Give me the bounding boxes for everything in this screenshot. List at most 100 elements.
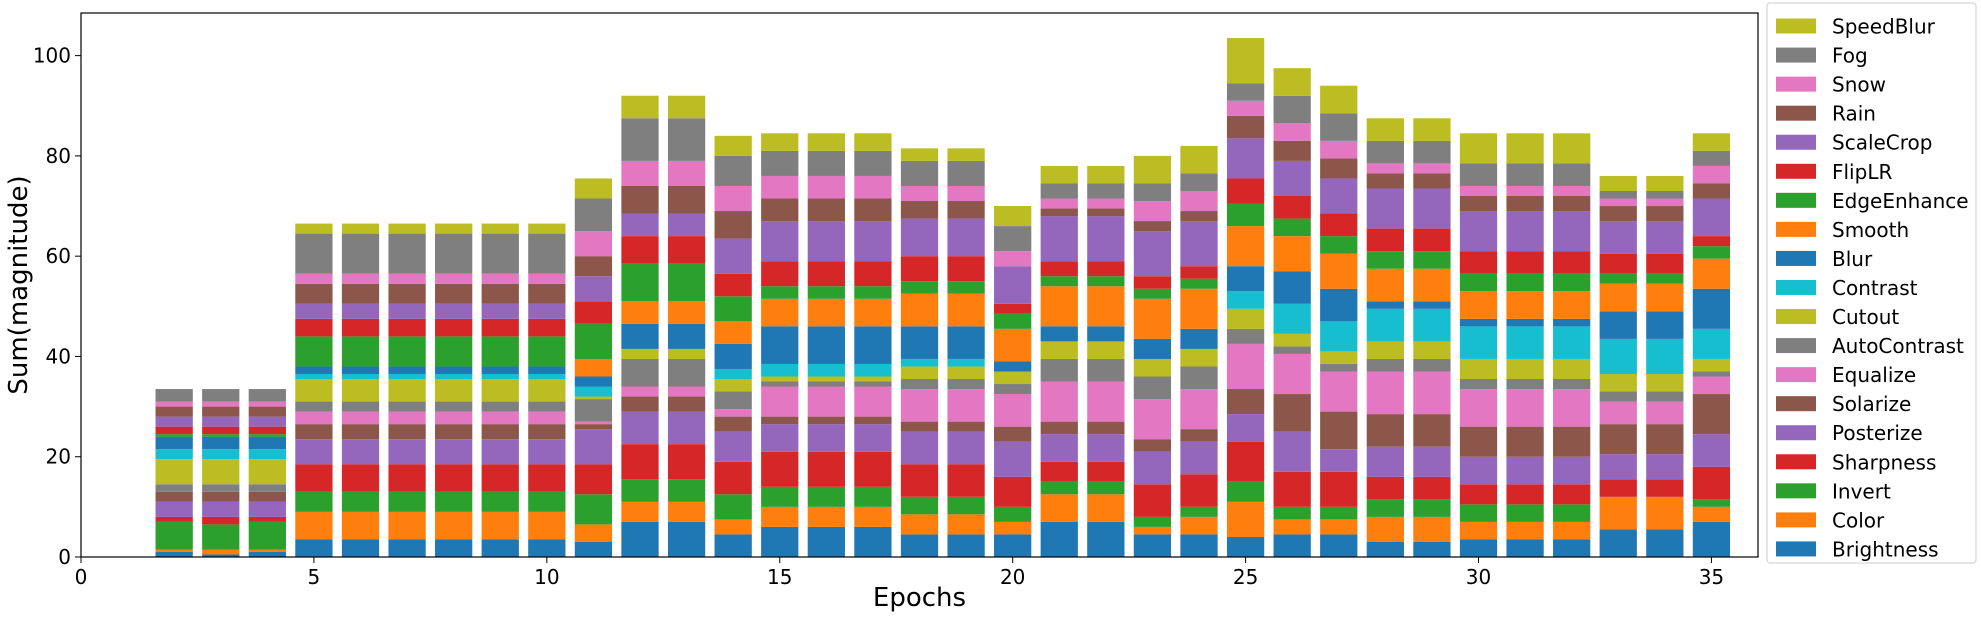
- bar-segment-fliplr-epoch-11: [574, 301, 613, 324]
- bar-segment-smooth-epoch-21: [1040, 286, 1078, 327]
- x-axis-ticks: 0 5 10 15 20 25 30 35: [75, 557, 1724, 589]
- bar-segment-fliplr-epoch-9: [481, 318, 519, 337]
- bar-segment-posterize-epoch-24: [1180, 441, 1218, 475]
- bar-segment-edgeenhance-epoch-27: [1320, 236, 1358, 254]
- bar-segment-sharpness-epoch-25: [1226, 441, 1265, 482]
- bar-segment-invert-epoch-29: [1413, 499, 1451, 517]
- bar-segment-cutout-epoch-16: [807, 376, 845, 382]
- bar-segment-color-epoch-5: [295, 511, 333, 540]
- bar-segment-color-epoch-31: [1506, 521, 1544, 540]
- bar-segment-edgeenhance-epoch-10: [528, 336, 566, 367]
- bar-segment-equalize-epoch-17: [854, 386, 892, 417]
- legend-box: [1766, 2, 1977, 564]
- bar-segment-scalecrop-epoch-22: [1087, 216, 1125, 262]
- bar-segment-smooth-epoch-23: [1133, 298, 1172, 339]
- bar-segment-edgeenhance-epoch-31: [1506, 273, 1544, 292]
- bar-segment-blur-epoch-14: [714, 343, 752, 369]
- bar-segment-fog-epoch-5: [295, 233, 333, 274]
- bar-segment-autocontrast-epoch-20: [994, 384, 1032, 395]
- bar-segment-rain-epoch-35: [1692, 183, 1731, 199]
- bar-segment-blur-epoch-17: [854, 326, 892, 364]
- bar-segment-blur-epoch-23: [1133, 338, 1172, 359]
- bar-segment-contrast-epoch-28: [1366, 308, 1404, 342]
- bar-segment-fog-epoch-18: [900, 160, 939, 186]
- bar-segment-contrast-epoch-4: [248, 449, 286, 460]
- bar-segment-contrast-epoch-14: [714, 368, 752, 380]
- bar-segment-blur-epoch-9: [481, 366, 519, 374]
- bar-segment-autocontrast-epoch-13: [667, 358, 706, 387]
- bar-segment-sharpness-epoch-31: [1506, 484, 1544, 505]
- bar-segment-color-epoch-3: [202, 549, 240, 555]
- bar-segment-posterize-epoch-25: [1226, 414, 1265, 442]
- bar-segment-smooth-epoch-32: [1553, 291, 1591, 319]
- bar-segment-color-epoch-30: [1459, 521, 1498, 540]
- bar-segment-invert-epoch-6: [341, 491, 380, 512]
- bar-segment-autocontrast-epoch-22: [1087, 358, 1125, 382]
- bar-segment-fog-epoch-22: [1087, 183, 1125, 199]
- bar-segment-color-epoch-8: [435, 511, 473, 540]
- y-tick-label: 0: [58, 545, 71, 569]
- bar-segment-brightness-epoch-23: [1133, 534, 1172, 557]
- bar-segment-invert-epoch-3: [202, 524, 240, 550]
- bar-segment-autocontrast-epoch-23: [1133, 376, 1172, 400]
- bar-segment-posterize-epoch-12: [621, 411, 659, 445]
- bar-segment-rain-epoch-29: [1413, 173, 1451, 189]
- bar-segment-cutout-epoch-22: [1087, 341, 1125, 359]
- legend-swatch-solarize: [1776, 396, 1816, 412]
- bar-segment-edgeenhance-epoch-6: [341, 336, 380, 367]
- bar-segment-smooth-epoch-31: [1506, 291, 1544, 319]
- bar-segment-solarize-epoch-11: [574, 424, 613, 430]
- bar-segment-fog-epoch-13: [667, 118, 706, 161]
- bar-segment-speedblur-epoch-30: [1459, 133, 1498, 164]
- bar-segment-invert-epoch-16: [807, 486, 845, 507]
- bar-segment-solarize-epoch-29: [1413, 414, 1451, 447]
- bar-segment-solarize-epoch-5: [295, 424, 333, 440]
- legend-label-brightness: Brightness: [1832, 537, 1939, 561]
- bar-segment-fliplr-epoch-7: [388, 318, 426, 337]
- bar-segment-invert-epoch-21: [1040, 481, 1078, 495]
- bar-segment-smooth-epoch-24: [1180, 288, 1218, 329]
- bar-segment-contrast-epoch-17: [854, 363, 892, 377]
- bar-segment-snow-epoch-5: [295, 273, 333, 284]
- bar-segment-fliplr-epoch-16: [807, 261, 845, 287]
- bar-segment-edgeenhance-epoch-25: [1226, 203, 1265, 227]
- bar-segment-scalecrop-epoch-9: [481, 303, 519, 319]
- x-tick-label: 30: [1466, 565, 1491, 589]
- bar-segment-fog-epoch-28: [1366, 140, 1404, 164]
- bar-segment-rain-epoch-4: [248, 406, 286, 417]
- bar-segment-scalecrop-epoch-11: [574, 276, 613, 302]
- bar-segment-fliplr-epoch-21: [1040, 261, 1078, 277]
- bar-segment-fog-epoch-10: [528, 233, 566, 274]
- bar-segment-sharpness-epoch-27: [1320, 471, 1358, 507]
- bar-segment-contrast-epoch-26: [1273, 303, 1311, 334]
- bar-segment-brightness-epoch-25: [1226, 536, 1265, 557]
- bar-segment-snow-epoch-9: [481, 273, 519, 284]
- bar-segment-fog-epoch-4: [248, 389, 286, 402]
- legend-swatch-fliplr: [1776, 163, 1816, 179]
- bar-segment-contrast-epoch-18: [900, 358, 939, 367]
- bar-segment-scalecrop-epoch-32: [1553, 211, 1591, 252]
- bar-segment-posterize-epoch-4: [248, 501, 286, 517]
- bar-segment-fliplr-epoch-14: [714, 273, 752, 297]
- bar-segment-posterize-epoch-20: [994, 441, 1032, 477]
- bar-segment-fog-epoch-6: [341, 233, 380, 274]
- bar-segment-snow-epoch-24: [1180, 190, 1218, 212]
- bar-segment-cutout-epoch-20: [994, 371, 1032, 385]
- bar-segment-contrast-epoch-33: [1599, 338, 1637, 374]
- bar-segment-smooth-epoch-29: [1413, 268, 1451, 302]
- bar-segment-snow-epoch-23: [1133, 201, 1172, 222]
- x-axis-title: Epochs: [873, 583, 966, 613]
- bar-segment-posterize-epoch-18: [900, 431, 939, 465]
- bar-segment-solarize-epoch-34: [1646, 424, 1684, 455]
- bar-segment-fliplr-epoch-5: [295, 318, 333, 337]
- bar-segment-fog-epoch-31: [1506, 163, 1544, 186]
- legend-swatch-cutout: [1776, 309, 1816, 325]
- bar-segment-contrast-epoch-29: [1413, 308, 1451, 342]
- bar-segment-edgeenhance-epoch-16: [807, 286, 845, 299]
- bar-segment-speedblur-epoch-17: [854, 133, 892, 151]
- bar-segment-rain-epoch-6: [341, 283, 380, 304]
- bar-segment-posterize-epoch-28: [1366, 446, 1404, 477]
- bar-segment-speedblur-epoch-14: [714, 135, 752, 156]
- y-axis-ticks: 0 20 40 60 80 100: [33, 44, 81, 569]
- bar-segment-rain-epoch-28: [1366, 173, 1404, 189]
